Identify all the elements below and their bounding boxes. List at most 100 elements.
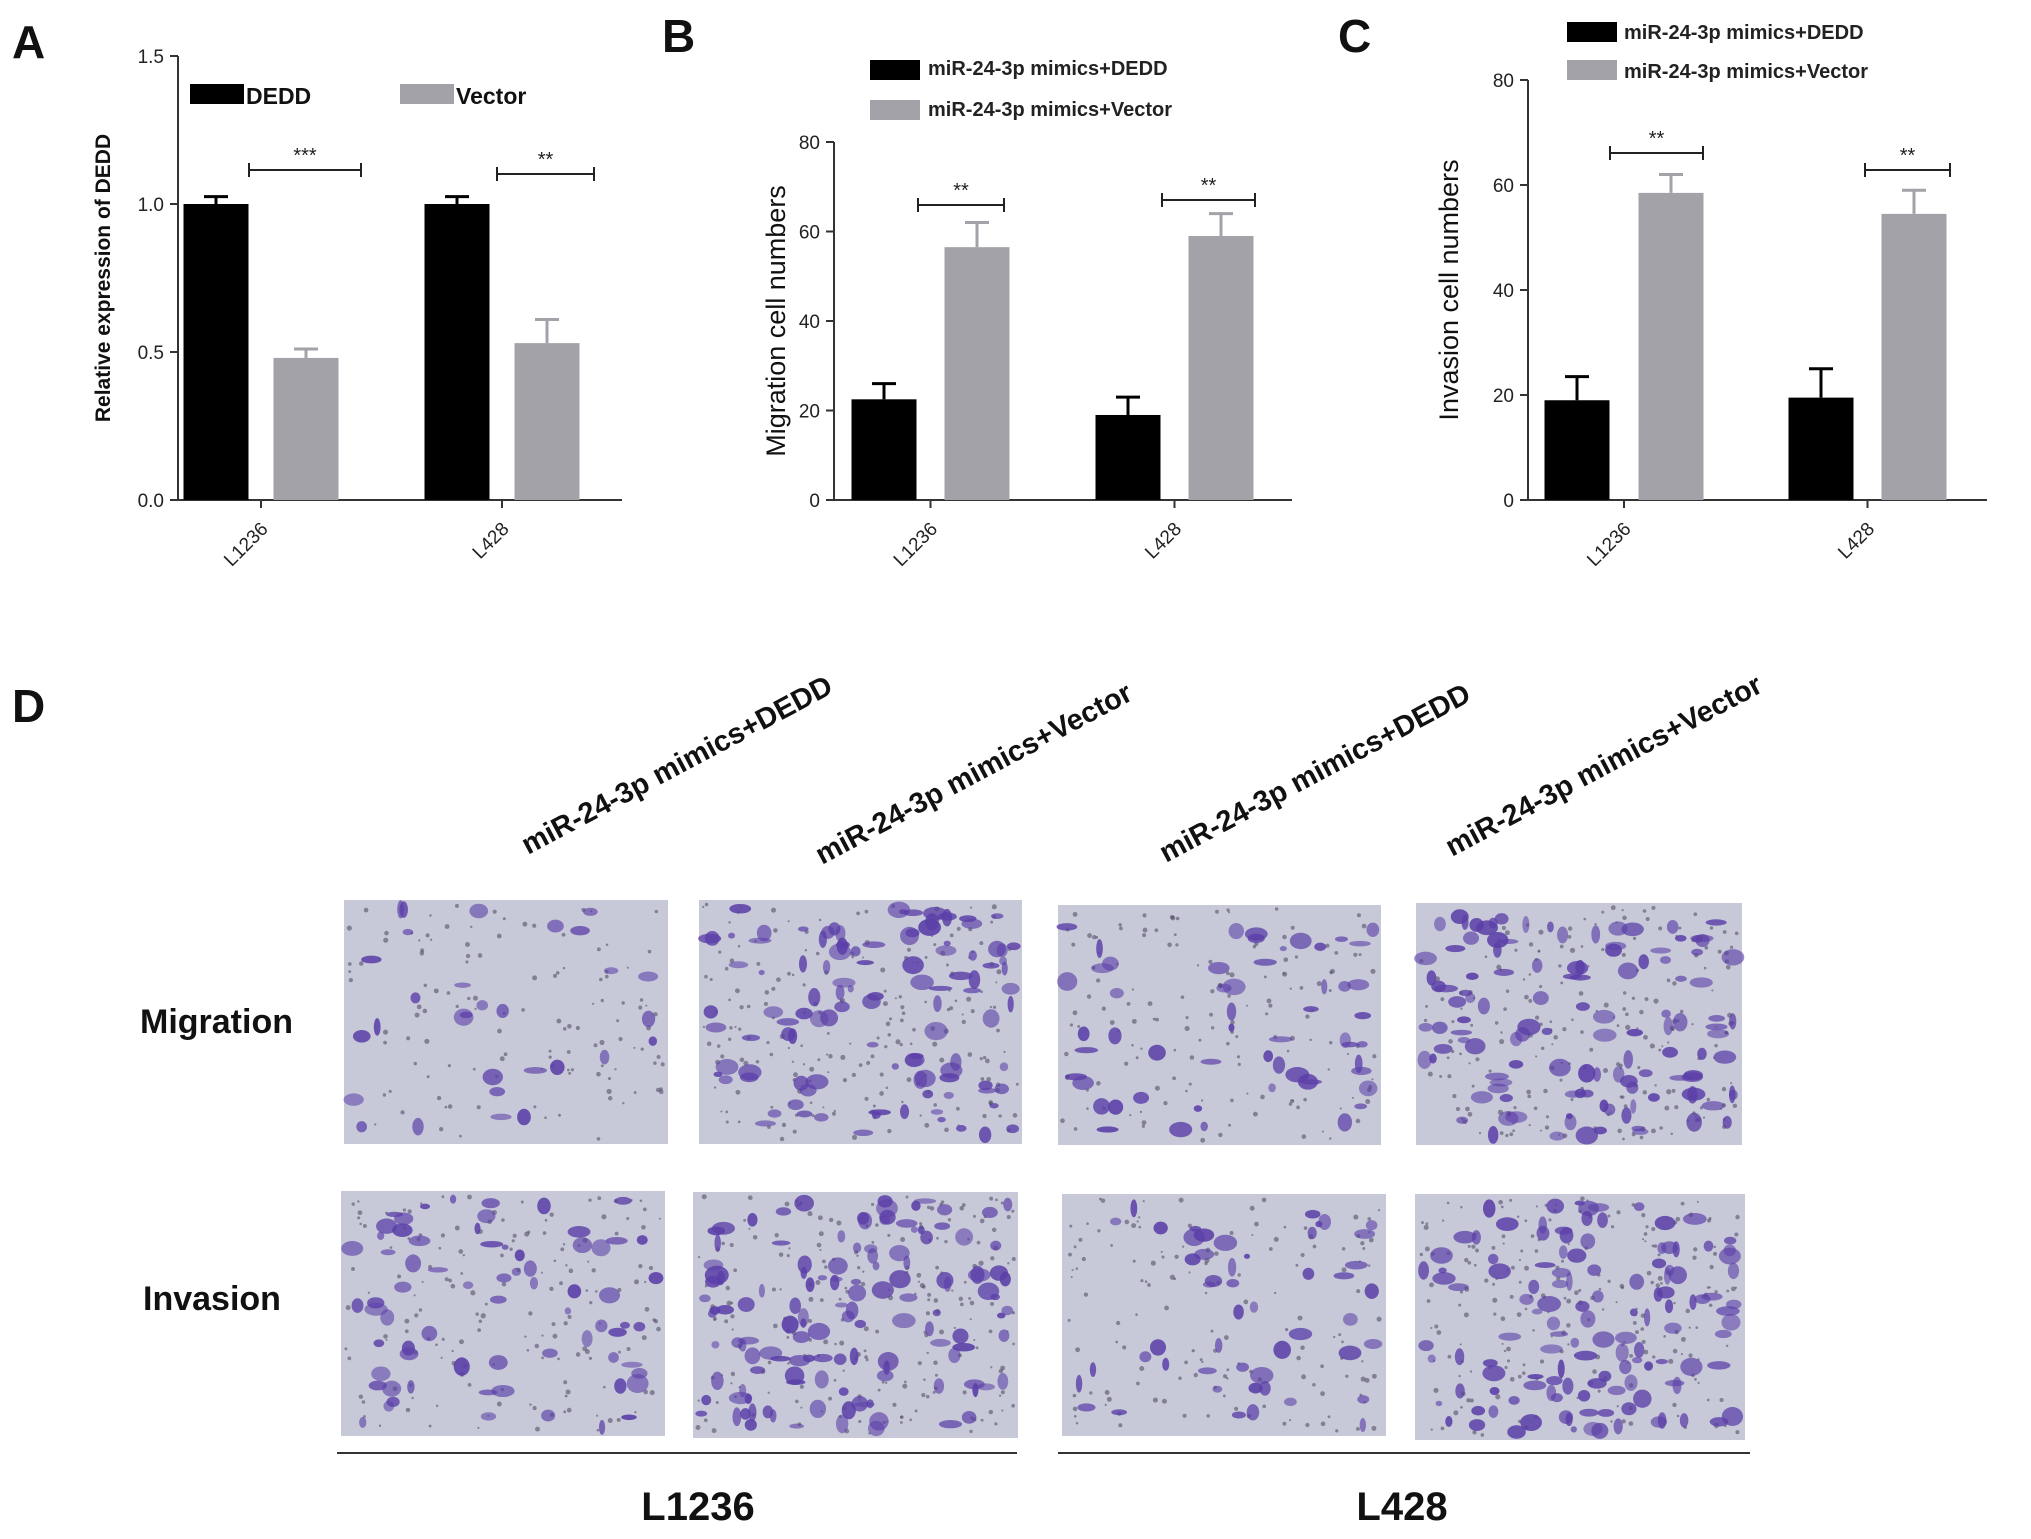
debris-dot xyxy=(1266,998,1272,1004)
stained-cell xyxy=(1587,1378,1607,1389)
debris-dot xyxy=(1711,989,1714,992)
stained-cell xyxy=(1431,1021,1448,1034)
stained-cell xyxy=(1493,942,1502,958)
debris-dot xyxy=(1505,989,1510,993)
debris-dot xyxy=(1501,1342,1504,1345)
debris-dot xyxy=(1509,1198,1513,1202)
debris-dot xyxy=(1708,1303,1713,1308)
debris-dot xyxy=(1688,1353,1693,1358)
legend-label: miR-24-3p mimics+DEDD xyxy=(1624,22,1864,44)
debris-dot xyxy=(1073,1245,1077,1249)
debris-dot xyxy=(541,1356,544,1360)
debris-dot xyxy=(774,1233,779,1238)
stained-cell xyxy=(1591,925,1601,944)
debris-dot xyxy=(1597,1389,1601,1393)
debris-dot xyxy=(961,1013,964,1016)
debris-dot xyxy=(979,1057,983,1061)
debris-dot xyxy=(870,1054,875,1059)
debris-dot xyxy=(607,1076,612,1081)
debris-dot xyxy=(1696,1200,1699,1203)
debris-dot xyxy=(866,1061,871,1065)
debris-dot xyxy=(887,1128,892,1134)
debris-dot xyxy=(1154,928,1159,933)
y-tick-label: 1.0 xyxy=(138,195,164,216)
stained-cell xyxy=(1664,1322,1682,1334)
debris-dot xyxy=(1610,1225,1615,1229)
debris-dot xyxy=(1227,994,1231,998)
debris-dot xyxy=(1527,1094,1532,1099)
debris-dot xyxy=(509,1247,513,1251)
debris-dot xyxy=(909,1418,913,1422)
debris-dot xyxy=(1334,950,1339,955)
column-header-4: miR-24-3p mimics+Vector xyxy=(1440,669,1767,863)
debris-dot xyxy=(1115,1320,1121,1326)
debris-dot xyxy=(1652,1355,1656,1359)
stained-cell xyxy=(480,1412,497,1421)
row-label-invasion: Invasion xyxy=(143,1280,281,1318)
debris-dot xyxy=(1351,1096,1354,1099)
stained-cell xyxy=(982,1009,1000,1028)
y-tick-label: 80 xyxy=(799,133,820,154)
debris-dot xyxy=(1360,1241,1365,1246)
debris-dot xyxy=(420,948,425,953)
stained-cell xyxy=(718,1075,733,1085)
y-tick-label: 1.5 xyxy=(138,47,164,68)
stained-cell xyxy=(1666,920,1679,934)
debris-dot xyxy=(1635,1330,1639,1335)
stained-cell xyxy=(412,1117,424,1136)
debris-dot xyxy=(1300,1253,1305,1258)
debris-dot xyxy=(1639,1135,1644,1140)
x-tick-label: L428 xyxy=(469,519,514,564)
debris-dot xyxy=(1208,959,1213,964)
debris-dot xyxy=(1152,1397,1158,1403)
stained-cell xyxy=(1064,1073,1087,1081)
stained-cell xyxy=(1541,1027,1553,1036)
stained-cell xyxy=(1613,1418,1623,1435)
debris-dot xyxy=(1694,1377,1697,1381)
stained-cell xyxy=(705,1022,727,1033)
stained-cell xyxy=(835,925,846,942)
debris-dot xyxy=(1543,1088,1548,1094)
debris-dot xyxy=(752,1235,758,1240)
debris-dot xyxy=(1693,912,1698,917)
stained-cell xyxy=(1578,1200,1600,1217)
debris-dot xyxy=(413,1294,416,1297)
debris-dot xyxy=(1138,1225,1142,1229)
debris-dot xyxy=(1510,1265,1515,1270)
debris-dot xyxy=(1064,1051,1069,1057)
stained-cell xyxy=(1487,1253,1499,1265)
stained-cell xyxy=(828,1257,848,1275)
stained-cell xyxy=(822,960,831,974)
debris-dot xyxy=(1730,1082,1733,1085)
debris-dot xyxy=(1370,968,1376,974)
debris-dot xyxy=(616,1417,621,1423)
debris-dot xyxy=(927,1292,932,1297)
debris-dot xyxy=(1273,1236,1279,1242)
debris-dot xyxy=(532,975,538,981)
debris-dot xyxy=(960,1302,964,1307)
debris-dot xyxy=(1592,1369,1597,1374)
debris-dot xyxy=(1553,1035,1558,1040)
debris-dot xyxy=(596,1137,601,1141)
stained-cell xyxy=(1471,1230,1481,1245)
debris-dot xyxy=(1610,905,1616,911)
stained-cell xyxy=(1558,1245,1568,1259)
stained-cell xyxy=(923,906,947,920)
debris-dot xyxy=(726,1300,732,1306)
debris-dot xyxy=(1246,1092,1249,1095)
stained-cell xyxy=(850,1278,862,1285)
debris-dot xyxy=(727,1037,732,1041)
stained-cell xyxy=(850,946,861,957)
debris-dot xyxy=(347,1356,352,1361)
stained-cell xyxy=(459,1011,473,1019)
debris-dot xyxy=(499,1056,505,1062)
stained-cell xyxy=(1705,919,1727,926)
bar-series2-l428 xyxy=(514,343,580,500)
debris-dot xyxy=(1236,1055,1241,1059)
stained-cell xyxy=(744,1393,752,1405)
stained-cell xyxy=(1592,1290,1604,1303)
stained-cell xyxy=(1418,1261,1429,1280)
debris-dot xyxy=(990,1302,994,1306)
debris-dot xyxy=(1660,1282,1663,1285)
